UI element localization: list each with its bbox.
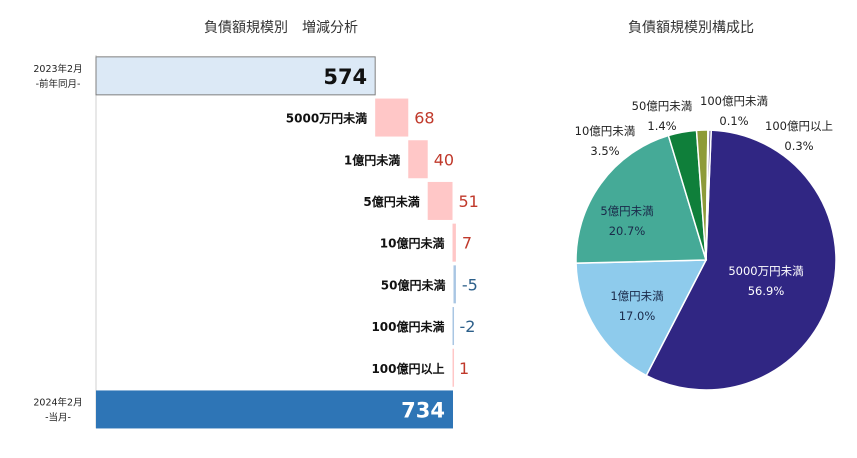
step-value-5: -5 — [462, 275, 478, 294]
step-value-4: 7 — [462, 234, 472, 253]
step-label-2: 1億円未満 — [344, 152, 400, 167]
step-bar-6 — [452, 307, 455, 346]
pie-slice-7 — [705, 129, 712, 261]
pie-slice-3 — [575, 134, 708, 264]
end-label-line1: 2024年2月 — [33, 396, 82, 408]
step-bar-4 — [452, 223, 456, 262]
end-bar — [96, 390, 453, 429]
pie-label-7: 100億円以上 — [765, 119, 833, 133]
step-label-1: 5000万円未満 — [286, 111, 367, 126]
pie-title: 負債額規模別構成比 — [628, 20, 754, 36]
step-label-7: 100億円以上 — [371, 361, 444, 376]
step-value-6: -2 — [459, 317, 475, 336]
pie-percent-2: 17.0% — [619, 309, 656, 323]
step-label-4: 10億円未満 — [380, 236, 445, 251]
waterfall-chart: 574 2023年2月 -前年同月- 5000万円未満 68 1億円未満 40 5億円未満 51… — [33, 55, 479, 429]
step-value-1: 68 — [414, 109, 434, 128]
step-bar-7 — [452, 348, 455, 387]
step-label-5: 50億円未満 — [381, 277, 446, 292]
step-bar-1 — [375, 98, 409, 137]
start-bar — [95, 56, 376, 96]
pie-slice-2 — [575, 259, 708, 377]
pie-percent-6: 0.1% — [719, 114, 748, 128]
pie-label-5: 50億円未満 — [632, 99, 693, 113]
pie-percent-1: 56.9% — [748, 284, 785, 298]
pie-label-3: 5億円未満 — [600, 204, 653, 218]
start-label-line1: 2023年2月 — [33, 63, 82, 75]
pie-percent-4: 3.5% — [590, 144, 619, 158]
pie-label-4: 10億円未満 — [575, 124, 636, 138]
end-bar-value: 734 — [401, 398, 445, 422]
pie-percent-5: 1.4% — [647, 119, 676, 133]
pie-label-2: 1億円未満 — [610, 289, 663, 303]
pie-chart: 5000万円未満 56.9% 1億円未満 17.0% 5億円未満 20.7% 10億円未満 3… — [575, 94, 837, 391]
pie-percent-3: 20.7% — [609, 224, 646, 238]
step-label-6: 100億円未満 — [371, 319, 444, 334]
step-label-3: 5億円未満 — [363, 194, 419, 209]
start-bar-value: 574 — [323, 65, 367, 89]
pie-label-6: 100億円未満 — [700, 94, 768, 108]
pie-label-1: 5000万円未満 — [728, 264, 803, 278]
step-value-3: 51 — [459, 192, 479, 211]
step-value-7: 1 — [459, 359, 469, 378]
pie-percent-7: 0.3% — [784, 139, 813, 153]
step-bar-2 — [408, 140, 428, 179]
end-label-line2: -当月- — [45, 411, 71, 423]
step-bar-3 — [427, 181, 453, 220]
step-bar-5 — [453, 265, 456, 304]
step-value-2: 40 — [434, 150, 454, 169]
start-label-line2: -前年同月- — [36, 78, 81, 90]
waterfall-title: 負債額規模別 増減分析 — [204, 20, 358, 36]
pie-slice-1 — [645, 129, 837, 391]
